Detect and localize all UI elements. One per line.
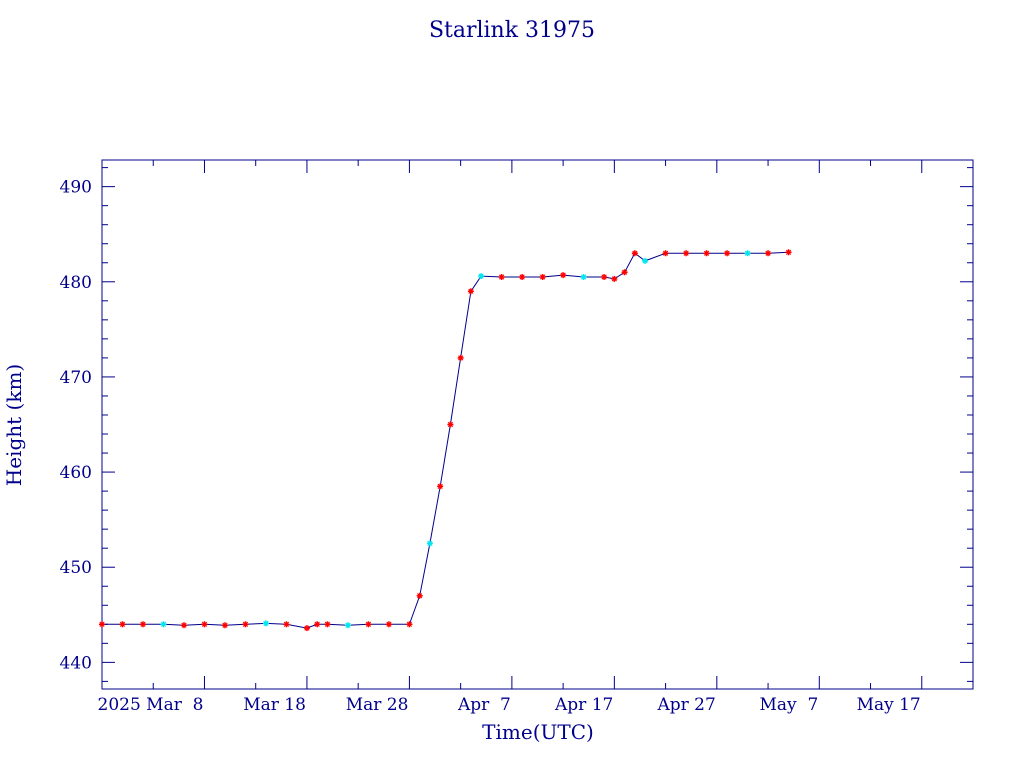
data-point xyxy=(580,274,587,281)
chart-title: Starlink 31975 xyxy=(429,18,595,43)
y-tick-label: 480 xyxy=(60,273,92,293)
series-layer xyxy=(99,249,792,632)
data-point xyxy=(683,250,690,257)
data-point xyxy=(406,621,413,628)
y-tick-label: 440 xyxy=(60,653,92,673)
data-point xyxy=(426,540,433,547)
data-point xyxy=(160,621,167,628)
data-point xyxy=(457,354,464,361)
x-tick-label: May 17 xyxy=(857,695,921,715)
y-tick-label: 460 xyxy=(60,463,92,483)
data-point xyxy=(498,274,505,281)
data-point xyxy=(314,621,321,628)
data-point xyxy=(437,483,444,490)
x-tick-label: 2025 Mar 8 xyxy=(98,695,204,715)
data-point xyxy=(201,621,208,628)
x-tick-label: Mar 18 xyxy=(243,695,306,715)
data-point xyxy=(365,621,372,628)
data-point xyxy=(447,421,454,428)
data-point xyxy=(765,250,772,257)
data-point xyxy=(467,288,474,295)
data-point xyxy=(303,625,310,632)
data-point xyxy=(519,274,526,281)
y-tick-label: 490 xyxy=(60,178,92,198)
data-point xyxy=(560,272,567,279)
data-point xyxy=(324,621,331,628)
data-point xyxy=(139,621,146,628)
y-tick-label: 470 xyxy=(60,368,92,388)
data-point xyxy=(262,620,269,627)
data-point xyxy=(385,621,392,628)
data-point xyxy=(642,257,649,264)
x-tick-label: Mar 28 xyxy=(346,695,409,715)
x-tick-label: May 7 xyxy=(760,695,819,715)
data-point xyxy=(601,274,608,281)
y-axis-label: Height (km) xyxy=(2,364,26,486)
x-tick-label: Apr 17 xyxy=(554,695,613,715)
x-axis-label: Time(UTC) xyxy=(482,720,594,744)
data-point xyxy=(785,249,792,256)
data-point xyxy=(539,274,546,281)
y-tick-label: 450 xyxy=(60,558,92,578)
data-point xyxy=(703,250,710,257)
data-point xyxy=(180,622,187,629)
series-line xyxy=(102,251,789,629)
data-point xyxy=(744,250,751,257)
data-point xyxy=(283,621,290,628)
data-point xyxy=(242,621,249,628)
data-point xyxy=(724,250,731,257)
data-point xyxy=(478,273,485,280)
data-point xyxy=(221,622,228,629)
data-point xyxy=(344,622,351,629)
data-point xyxy=(611,275,618,282)
data-point xyxy=(416,592,423,599)
x-tick-label: Apr 27 xyxy=(656,695,715,715)
axis-ticks: 440 450 460 470 480 490 2025 Mar 8 Mar 18 Mar 28… xyxy=(60,160,973,715)
x-tick-label: Apr 7 xyxy=(457,695,511,715)
data-point xyxy=(99,621,105,628)
data-point xyxy=(119,621,126,628)
data-point xyxy=(621,269,628,276)
plot-frame xyxy=(101,159,974,690)
data-point xyxy=(631,250,638,257)
data-point xyxy=(662,250,669,257)
